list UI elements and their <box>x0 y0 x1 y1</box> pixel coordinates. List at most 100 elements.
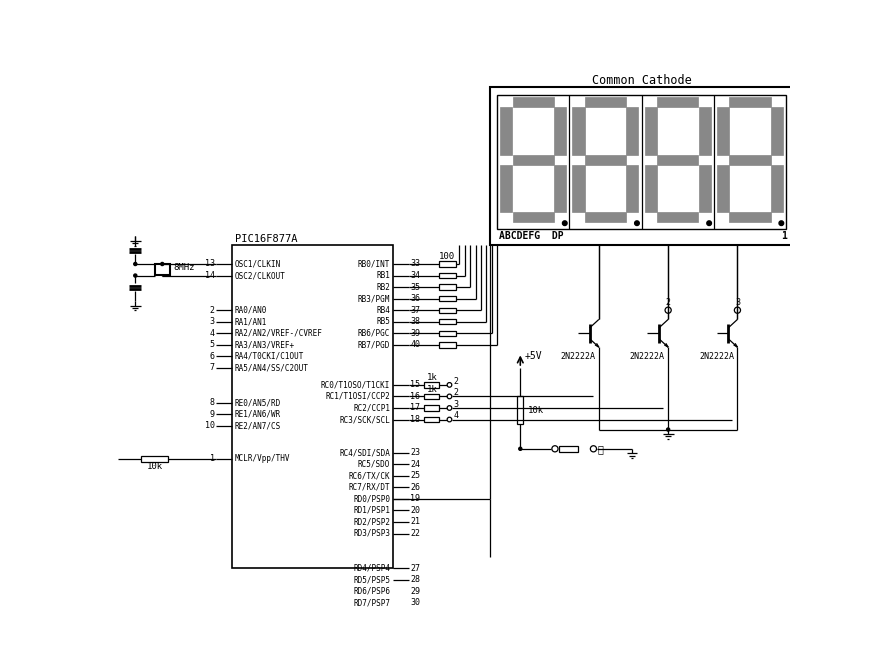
Bar <box>730 154 771 165</box>
Circle shape <box>562 221 567 226</box>
Text: RC3/SCK/SCL: RC3/SCK/SCL <box>340 415 390 424</box>
Bar <box>439 331 456 336</box>
Circle shape <box>552 446 558 452</box>
Bar <box>512 213 554 222</box>
Text: Common Cathode: Common Cathode <box>591 74 692 87</box>
Text: RB0/INT: RB0/INT <box>358 259 390 269</box>
Text: 10: 10 <box>205 421 215 430</box>
Bar <box>730 97 771 107</box>
Text: 30: 30 <box>410 599 420 607</box>
Circle shape <box>779 221 783 226</box>
Text: 10k: 10k <box>528 406 544 414</box>
Text: 2: 2 <box>665 298 671 307</box>
Text: RB1: RB1 <box>377 271 390 280</box>
Bar <box>489 87 794 245</box>
Text: 1: 1 <box>781 230 788 240</box>
Text: RB7/PGD: RB7/PGD <box>358 341 390 349</box>
Circle shape <box>447 406 451 411</box>
Text: 9: 9 <box>209 410 215 418</box>
Text: 2N2222A: 2N2222A <box>630 352 665 361</box>
Text: 22: 22 <box>410 529 420 538</box>
Text: 3: 3 <box>453 400 458 409</box>
Bar <box>439 342 456 348</box>
Text: RA0/AN0: RA0/AN0 <box>235 306 267 315</box>
Circle shape <box>519 447 522 450</box>
Text: 13: 13 <box>205 259 215 269</box>
Text: RD5/PSP5: RD5/PSP5 <box>353 576 390 584</box>
Bar <box>771 107 783 154</box>
Text: OSC1/CLKIN: OSC1/CLKIN <box>235 259 281 269</box>
Text: ABCDEFG  DP: ABCDEFG DP <box>499 230 563 240</box>
Text: 8MHz: 8MHz <box>173 263 194 273</box>
Text: RD7/PSP7: RD7/PSP7 <box>353 599 390 607</box>
Text: 4: 4 <box>453 411 458 420</box>
Bar <box>500 107 512 154</box>
Text: 15: 15 <box>410 380 420 389</box>
Bar <box>559 446 578 452</box>
Bar <box>699 165 711 213</box>
Text: RA1/AN1: RA1/AN1 <box>235 317 267 326</box>
Circle shape <box>161 263 164 265</box>
Text: 24: 24 <box>410 460 420 469</box>
Bar <box>424 394 439 399</box>
Bar <box>155 264 170 275</box>
Text: 20: 20 <box>410 506 420 515</box>
Text: RD1/PSP1: RD1/PSP1 <box>353 506 390 515</box>
Circle shape <box>134 274 137 277</box>
Text: RC1/T1OSI/CCP2: RC1/T1OSI/CCP2 <box>326 392 390 401</box>
Text: RD6/PSP6: RD6/PSP6 <box>353 587 390 596</box>
Text: 2N2222A: 2N2222A <box>561 352 596 361</box>
Circle shape <box>447 417 451 422</box>
Text: 1: 1 <box>209 454 215 463</box>
Bar <box>657 97 699 107</box>
Bar <box>771 165 783 213</box>
Text: 8: 8 <box>209 398 215 407</box>
Text: 28: 28 <box>410 576 420 584</box>
Text: 100: 100 <box>439 252 455 261</box>
Bar <box>584 213 627 222</box>
Text: 36: 36 <box>410 294 420 303</box>
Bar <box>424 405 439 411</box>
Text: MCLR/Vpp/THV: MCLR/Vpp/THV <box>235 454 290 463</box>
Text: RE1/AN6/WR: RE1/AN6/WR <box>235 410 281 418</box>
Bar <box>512 154 554 165</box>
Text: 5: 5 <box>209 341 215 349</box>
Bar <box>512 97 554 107</box>
Text: RC6/TX/CK: RC6/TX/CK <box>348 471 390 480</box>
Bar <box>627 107 639 154</box>
Bar <box>699 107 711 154</box>
Bar <box>657 154 699 165</box>
Text: 39: 39 <box>410 329 420 338</box>
Text: 29: 29 <box>410 587 420 596</box>
Text: RD3/PSP3: RD3/PSP3 <box>353 529 390 538</box>
Text: 3: 3 <box>735 298 740 307</box>
Circle shape <box>634 221 639 226</box>
Bar <box>573 165 584 213</box>
Text: RD0/PSP0: RD0/PSP0 <box>353 494 390 504</box>
Text: 35: 35 <box>410 282 420 292</box>
Text: RC4/SDI/SDA: RC4/SDI/SDA <box>340 448 390 457</box>
Bar <box>439 296 456 302</box>
Text: 2: 2 <box>453 377 458 385</box>
Bar <box>439 308 456 313</box>
Bar <box>554 165 567 213</box>
Text: RB4: RB4 <box>377 306 390 315</box>
Text: 3: 3 <box>209 317 215 326</box>
Text: RC7/RX/DT: RC7/RX/DT <box>348 483 390 492</box>
Bar <box>584 97 627 107</box>
Circle shape <box>665 307 671 314</box>
Text: +5V: +5V <box>524 351 542 362</box>
Text: RE0/AN5/RD: RE0/AN5/RD <box>235 398 281 407</box>
Text: RC0/T1OSO/T1CKI: RC0/T1OSO/T1CKI <box>321 380 390 389</box>
Circle shape <box>667 428 670 431</box>
Text: RC5/SDO: RC5/SDO <box>358 460 390 469</box>
Text: 23: 23 <box>410 448 420 457</box>
Bar <box>717 107 729 154</box>
Text: 14: 14 <box>205 271 215 280</box>
Text: 21: 21 <box>410 517 420 527</box>
Circle shape <box>734 307 741 314</box>
Text: 27: 27 <box>410 564 420 573</box>
Bar <box>439 261 456 267</box>
Bar <box>141 455 168 462</box>
Text: 33: 33 <box>410 259 420 269</box>
